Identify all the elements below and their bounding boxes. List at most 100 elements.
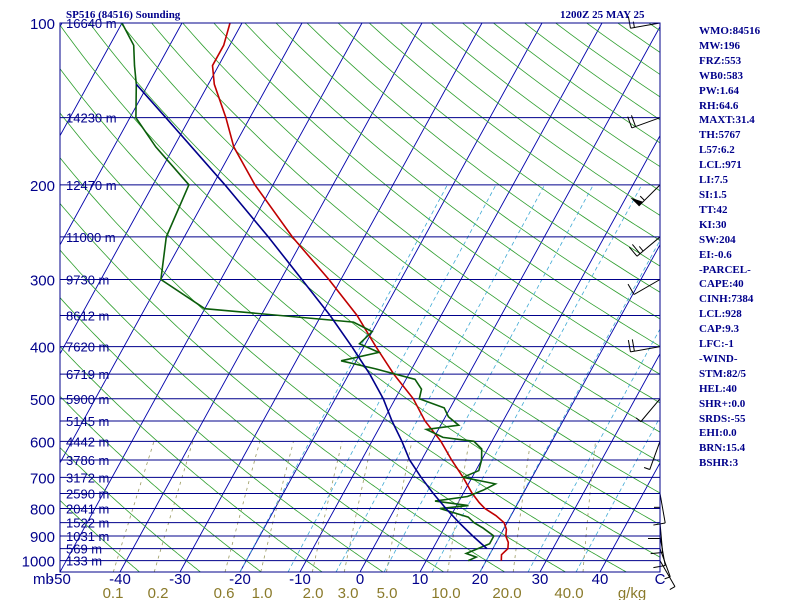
height-label: 12470 m [66, 178, 117, 193]
index-item: -WIND- [699, 352, 738, 365]
x-tick-label: C [655, 571, 666, 588]
mixing-ratio-label: 5.0 [377, 585, 398, 600]
isotherm-line [60, 23, 243, 355]
moist-adiabat-line [335, 184, 546, 572]
wind-barb-staff [633, 279, 661, 295]
dry-adiabat-line [60, 68, 660, 558]
dry-adiabat-line [60, 24, 660, 526]
chart-time: 1200Z 25 MAY 25 [560, 9, 645, 21]
moist-adiabat-line [383, 184, 594, 572]
pressure-label: 400 [30, 340, 55, 357]
height-label: 569 m [66, 542, 102, 557]
mixing-ratio-line [311, 441, 343, 572]
height-label: 1522 m [66, 516, 109, 531]
dry-adiabat-line [244, 23, 660, 347]
height-label: 2590 m [66, 486, 109, 501]
isotherm-line [60, 23, 303, 464]
series-dewpoint [121, 23, 498, 562]
dry-adiabat-line [275, 23, 660, 320]
wind-barb-flag [630, 197, 644, 207]
isotherm-line [60, 23, 183, 246]
isotherm-line [359, 25, 660, 572]
moist-adiabat-line [479, 239, 660, 572]
x-tick-label: -20 [229, 571, 251, 588]
index-item: LCL:971 [699, 159, 742, 172]
isotherm-line [119, 23, 423, 572]
mixing-ratio-line [447, 441, 470, 572]
moist-adiabat-grid [239, 184, 660, 572]
mixing-ratio-line [112, 441, 155, 572]
mixing-ratio-label: 0.1 [103, 585, 124, 600]
dry-adiabat-line [60, 395, 262, 572]
isotherm-line [419, 134, 660, 572]
wind-barb-staff [630, 22, 661, 29]
isotherm-line [179, 23, 483, 572]
moist-adiabat-line [431, 184, 643, 572]
wind-barb-half [639, 195, 645, 201]
x-tick-label: 30 [532, 571, 549, 588]
height-label: 1031 m [66, 529, 109, 544]
wind-barb-half [635, 417, 642, 423]
isotherm-line [60, 23, 363, 572]
isotherm-line [60, 23, 63, 28]
y-axis-label: mb [33, 571, 54, 588]
pressure-label: 500 [30, 392, 55, 409]
mixing-ratio-line [153, 441, 194, 572]
wind-barb-full [631, 339, 635, 352]
pressure-label: 600 [30, 434, 55, 451]
dry-adiabat-line [60, 112, 627, 572]
x-tick-label: 10 [412, 571, 429, 588]
pressure-label: 800 [30, 502, 55, 519]
mixing-ratio-label: 40.0 [554, 585, 583, 600]
wind-barb-staff [659, 560, 676, 587]
moist-adiabat-line [239, 184, 448, 572]
index-item: CAPE:40 [699, 278, 744, 291]
index-item: TT:42 [699, 203, 728, 216]
isotherm-line [539, 352, 660, 572]
dry-adiabat-line [60, 297, 384, 572]
wind-barb-half [669, 586, 676, 591]
height-label: 5900 m [66, 392, 109, 407]
dry-adiabat-line [120, 23, 660, 463]
dry-adiabat-line [60, 447, 201, 572]
chart-title: SP516 (84516) Sounding [66, 9, 181, 21]
pressure-label: 300 [30, 273, 55, 290]
index-item: CINH:7384 [699, 293, 754, 306]
height-label: 11000 m [66, 230, 116, 245]
pressure-label: 1000 [22, 554, 55, 571]
dry-adiabat-line [60, 202, 505, 572]
index-item: MAXT:31.4 [699, 114, 755, 127]
index-item: SRDS:-55 [699, 412, 746, 425]
plot-frame [59, 22, 661, 573]
x-tick-label: 20 [472, 571, 489, 588]
mixing-ratio-label: 1.0 [252, 585, 273, 600]
mixing-ratio-label: 2.0 [303, 585, 324, 600]
index-item: WMO:84516 [699, 25, 761, 37]
wind-barb-full [627, 16, 631, 29]
index-item: SW:204 [699, 233, 736, 246]
moist-adiabat-line [575, 416, 660, 572]
mixing-ratio-line [343, 441, 373, 572]
wind-barb-full [627, 339, 631, 352]
index-item: LI:7.5 [699, 174, 729, 187]
height-label: 5145 m [66, 414, 109, 429]
mixing-ratio-label: 0.6 [214, 585, 235, 600]
index-item: LCL:928 [699, 308, 742, 321]
index-item: HEL:40 [699, 382, 737, 395]
isotherm-line [0, 23, 2, 572]
index-item: WB0:583 [699, 69, 743, 82]
mixing-ratio-line [386, 441, 413, 572]
height-label: 16640 m [66, 16, 117, 31]
isotherm-line [599, 461, 660, 572]
isotherm-line [60, 23, 123, 137]
x-tick-label: 0 [356, 571, 364, 588]
mixing-ratio-grid [112, 441, 596, 572]
dry-adiabat-line [337, 23, 660, 267]
index-item: EHI:0.0 [699, 427, 737, 440]
pressure-label: 700 [30, 470, 55, 487]
height-label: 3172 m [66, 470, 109, 485]
dry-adiabat-line [182, 23, 660, 404]
dry-adiabat-line [306, 23, 660, 293]
wind-barb-full [650, 552, 663, 555]
